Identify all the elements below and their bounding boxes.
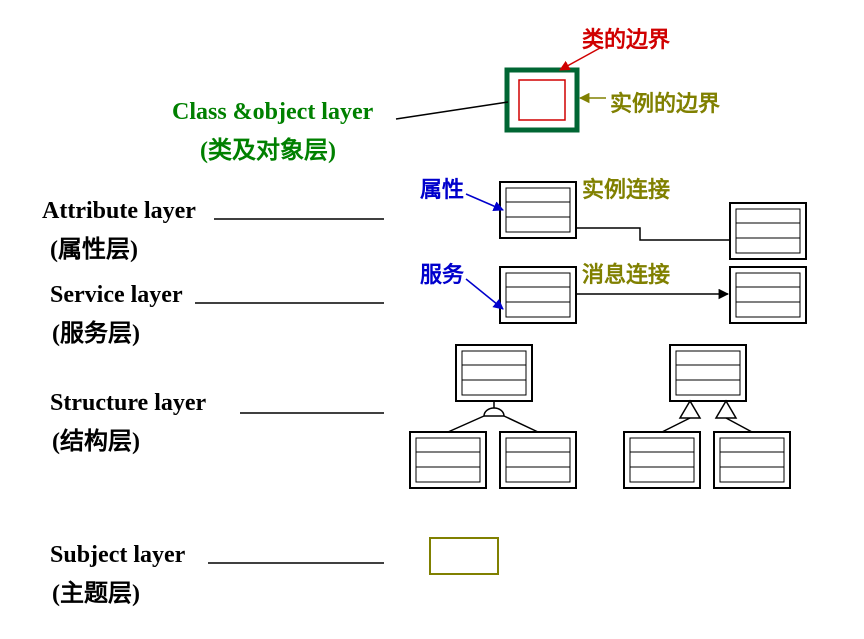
instance-boundary-box [519, 80, 565, 120]
struct-left-semicircle [484, 408, 504, 416]
service-box-2 [730, 267, 806, 323]
arrow-to-class-boundary [560, 48, 600, 70]
structure-right-child-1 [624, 432, 700, 488]
structure-right-parent [670, 345, 746, 401]
attribute-box-2 [730, 203, 806, 259]
structure-left-child-1 [410, 432, 486, 488]
service-pointer-arrow [466, 279, 503, 309]
service-box-1 [500, 267, 576, 323]
attribute-pointer-arrow [466, 194, 503, 210]
struct-right-triangle-2 [716, 401, 752, 432]
structure-left-child-2 [500, 432, 576, 488]
class-boundary-box [507, 70, 577, 130]
subject-box [430, 538, 498, 574]
instance-connection-line [576, 228, 730, 240]
structure-right-child-2 [714, 432, 790, 488]
leader-class-object [396, 102, 508, 119]
structure-left-parent [456, 345, 532, 401]
diagram-svg [0, 0, 864, 639]
struct-right-triangle-1 [662, 401, 700, 432]
attribute-box-1 [500, 182, 576, 238]
